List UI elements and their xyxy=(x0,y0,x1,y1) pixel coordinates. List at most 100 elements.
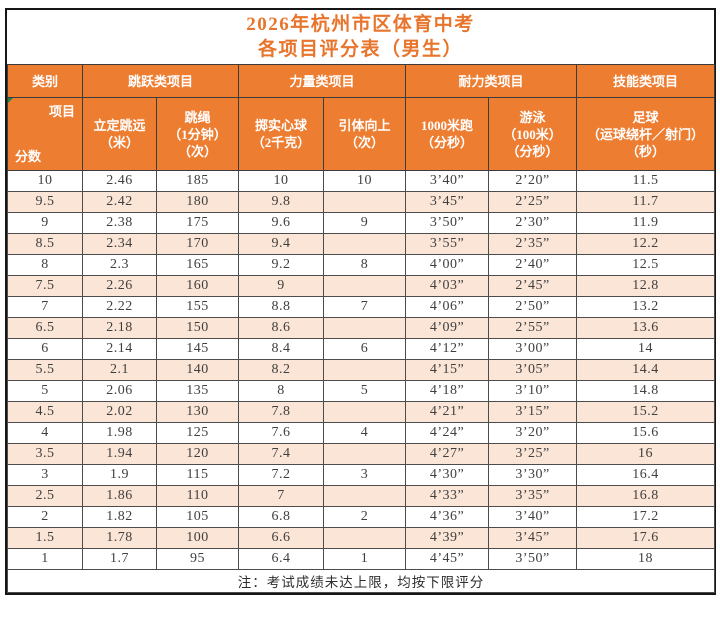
column-header-football: 足球 （运球绕杆／射门） （秒） xyxy=(576,97,716,171)
table-cell: 1.98 xyxy=(82,422,157,444)
table-cell: 145 xyxy=(155,338,240,360)
table-cell: 9.2 xyxy=(238,254,325,276)
table-cell: 2 xyxy=(323,506,407,528)
table-cell: 110 xyxy=(155,485,240,507)
table-cell: 1.7 xyxy=(82,548,157,570)
table-cell: 2.02 xyxy=(82,401,157,423)
table-cell: 4’18” xyxy=(405,380,490,402)
table-cell: 14.8 xyxy=(576,380,716,402)
table-cell: 2.34 xyxy=(82,233,157,255)
table-cell: 14 xyxy=(576,338,716,360)
column-header-medicine-ball: 掷实心球 （2千克） xyxy=(238,97,325,171)
table-cell: 8.8 xyxy=(238,296,325,318)
item-header-row: 项目 分数 立定跳远 （米） 跳绳 （1分钟） （次） 掷实心球 （2千克） 引… xyxy=(7,97,716,171)
table-cell: 1 xyxy=(323,548,407,570)
table-cell: 105 xyxy=(155,506,240,528)
table-cell: 160 xyxy=(155,275,240,297)
table-cell: 8.6 xyxy=(238,317,325,339)
table-cell: 10 xyxy=(323,170,407,192)
table-cell: 130 xyxy=(155,401,240,423)
table-cell: 3’05” xyxy=(488,359,578,381)
table-cell: 3’20” xyxy=(488,422,578,444)
table-row: 1.5 1.78 100 6.6 4’39” 3’45” 17.6 xyxy=(7,527,716,549)
table-cell: 9 xyxy=(7,212,83,234)
score-sheet: 2026年杭州市区体育中考 各项目评分表（男生） 类别 跳跃类项目 力量类项目 … xyxy=(5,8,716,595)
table-cell: 13.6 xyxy=(576,317,716,339)
column-header-swimming: 游泳 （100米） （分秒） xyxy=(488,97,578,171)
table-row: 4 1.98 125 7.6 4 4’24” 3’20” 15.6 xyxy=(7,422,716,444)
table-row: 3.5 1.94 120 7.4 4’27” 3’25” 16 xyxy=(7,443,716,465)
table-cell: 3’25” xyxy=(488,443,578,465)
table-cell: 3 xyxy=(7,464,83,486)
category-skill: 技能类项目 xyxy=(576,64,716,98)
table-cell: 6 xyxy=(7,338,83,360)
table-row: 8 2.3 165 9.2 8 4’00” 2’40” 12.5 xyxy=(7,254,716,276)
table-cell: 9.8 xyxy=(238,191,325,213)
table-cell: 2.18 xyxy=(82,317,157,339)
table-cell: 4’24” xyxy=(405,422,490,444)
table-cell: 170 xyxy=(155,233,240,255)
column-header-pull-ups: 引体向上 （次） xyxy=(323,97,407,171)
table-row: 5.5 2.1 140 8.2 4’15” 3’05” 14.4 xyxy=(7,359,716,381)
category-label-cell: 类别 xyxy=(7,64,83,98)
table-cell xyxy=(323,443,407,465)
table-cell: 2.5 xyxy=(7,485,83,507)
table-row: 7 2.22 155 8.8 7 4’06” 2’50” 13.2 xyxy=(7,296,716,318)
score-table-body: 10 2.46 185 10 10 3’40” 2’20” 11.5 9.5 2.42 180 9.8… xyxy=(7,170,716,570)
table-cell: 7.2 xyxy=(238,464,325,486)
table-cell: 125 xyxy=(155,422,240,444)
category-header-row: 类别 跳跃类项目 力量类项目 耐力类项目 技能类项目 xyxy=(7,64,716,98)
table-cell: 12.5 xyxy=(576,254,716,276)
table-row: 4.5 2.02 130 7.8 4’21” 3’15” 15.2 xyxy=(7,401,716,423)
table-cell: 11.7 xyxy=(576,191,716,213)
table-cell: 3’10” xyxy=(488,380,578,402)
table-cell: 4’36” xyxy=(405,506,490,528)
table-cell: 2’45” xyxy=(488,275,578,297)
table-cell: 120 xyxy=(155,443,240,465)
table-cell: 7 xyxy=(238,485,325,507)
table-cell: 12.2 xyxy=(576,233,716,255)
table-row: 8.5 2.34 170 9.4 3’55” 2’35” 12.2 xyxy=(7,233,716,255)
table-cell: 9.6 xyxy=(238,212,325,234)
table-cell: 6.8 xyxy=(238,506,325,528)
table-row: 7.5 2.26 160 9 4’03” 2’45” 12.8 xyxy=(7,275,716,297)
table-cell: 150 xyxy=(155,317,240,339)
table-cell xyxy=(323,233,407,255)
table-row: 3 1.9 115 7.2 3 4’30” 3’30” 16.4 xyxy=(7,464,716,486)
table-cell: 15.2 xyxy=(576,401,716,423)
table-cell xyxy=(323,317,407,339)
table-cell: 4’12” xyxy=(405,338,490,360)
table-cell: 3’40” xyxy=(405,170,490,192)
table-cell: 185 xyxy=(155,170,240,192)
table-cell: 2’40” xyxy=(488,254,578,276)
title-line-1: 2026年杭州市区体育中考 xyxy=(246,14,475,35)
table-cell: 3’15” xyxy=(488,401,578,423)
table-cell: 100 xyxy=(155,527,240,549)
table-cell: 4’33” xyxy=(405,485,490,507)
column-header-1000m-run: 1000米跑 （分秒） xyxy=(405,97,490,171)
table-cell: 17.6 xyxy=(576,527,716,549)
table-cell: 2’35” xyxy=(488,233,578,255)
table-cell xyxy=(323,485,407,507)
table-row: 6.5 2.18 150 8.6 4’09” 2’55” 13.6 xyxy=(7,317,716,339)
table-cell: 9.5 xyxy=(7,191,83,213)
table-cell: 7.6 xyxy=(238,422,325,444)
table-cell: 2’20” xyxy=(488,170,578,192)
table-cell: 8.2 xyxy=(238,359,325,381)
table-cell: 6.6 xyxy=(238,527,325,549)
table-cell: 15.6 xyxy=(576,422,716,444)
category-strength: 力量类项目 xyxy=(238,64,407,98)
table-cell: 135 xyxy=(155,380,240,402)
table-cell: 2 xyxy=(7,506,83,528)
table-cell: 3’30” xyxy=(488,464,578,486)
table-cell: 5 xyxy=(7,380,83,402)
table-cell: 5 xyxy=(323,380,407,402)
table-cell: 4’45” xyxy=(405,548,490,570)
footer-row: 注：考试成绩未达上限，均按下限评分 xyxy=(6,569,716,593)
table-cell: 6.4 xyxy=(238,548,325,570)
table-row: 9.5 2.42 180 9.8 3’45” 2’25” 11.7 xyxy=(7,191,716,213)
table-cell: 180 xyxy=(155,191,240,213)
table-row: 6 2.14 145 8.4 6 4’12” 3’00” 14 xyxy=(7,338,716,360)
column-header-rope-skipping: 跳绳 （1分钟） （次） xyxy=(155,97,240,171)
table-cell: 11.5 xyxy=(576,170,716,192)
